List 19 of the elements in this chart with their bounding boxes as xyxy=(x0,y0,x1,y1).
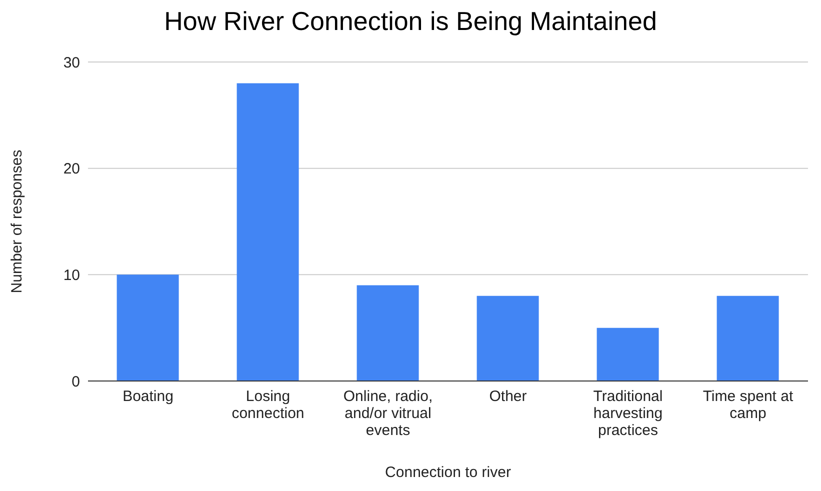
x-tick-label: Online, radio, and/or vitrual events xyxy=(343,388,433,439)
y-axis-title: Number of responses xyxy=(8,150,26,294)
y-tick-label: 30 xyxy=(63,54,80,72)
bar xyxy=(236,83,299,381)
x-tick-label: Boating xyxy=(122,388,174,405)
bar xyxy=(476,296,539,381)
bar xyxy=(356,285,419,381)
bar xyxy=(596,328,659,381)
bar xyxy=(116,274,179,381)
x-tick-label: Other xyxy=(489,388,527,405)
x-tick-label: Time spent at camp xyxy=(702,388,794,422)
y-tick-label: 20 xyxy=(63,160,80,178)
y-tick-label: 10 xyxy=(63,266,80,284)
x-tick-label: Traditional harvesting practices xyxy=(593,388,663,439)
x-tick-label: Losing connection xyxy=(232,388,304,422)
x-axis-title: Connection to river xyxy=(385,464,511,481)
chart-title: How River Connection is Being Maintained xyxy=(163,6,658,37)
bar xyxy=(716,296,779,381)
y-tick-label: 0 xyxy=(72,373,80,390)
